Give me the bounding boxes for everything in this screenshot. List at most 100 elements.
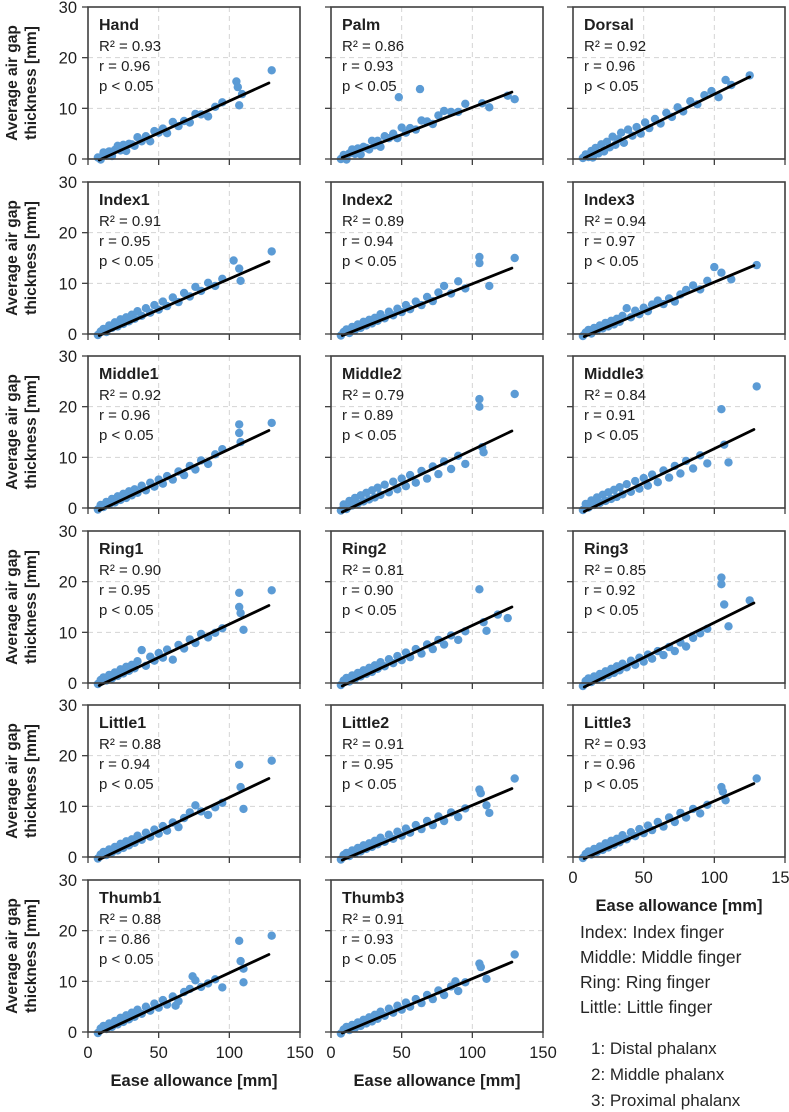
legend-line-distal: 1: Distal phalanx — [591, 1039, 717, 1058]
panel-stat: r = 0.95 — [99, 582, 150, 599]
panel-little2: Little2 R² = 0.91 r = 0.95 p < 0.05 — [325, 704, 544, 864]
data-point — [446, 464, 456, 474]
panel-stat: p < 0.05 — [342, 253, 397, 270]
legend-phalanx-abbreviations: 1: Distal phalanx 2: Middle phalanx 3: P… — [591, 1036, 740, 1112]
data-point — [236, 956, 245, 966]
data-point — [203, 810, 213, 820]
data-point — [133, 657, 142, 666]
data-point — [622, 480, 631, 489]
y-axis-title-line1: Average air gap — [4, 549, 21, 665]
trend-line — [582, 264, 756, 338]
data-point — [647, 654, 657, 663]
panel-index3: Index3 R² = 0.94 r = 0.97 p < 0.05 — [567, 181, 786, 341]
data-point — [482, 801, 491, 810]
data-point — [235, 264, 244, 273]
data-point — [510, 950, 519, 959]
panel-stat: r = 0.92 — [584, 582, 635, 599]
data-point — [434, 111, 443, 120]
trend-line — [97, 953, 271, 1035]
y-tick-label: 20 — [59, 748, 77, 766]
data-point — [168, 293, 177, 302]
data-point — [389, 477, 398, 486]
panel-stat: R² = 0.81 — [342, 562, 404, 579]
y-axis-title-line1: Average air gap — [4, 898, 21, 1014]
data-point — [688, 633, 698, 643]
data-point — [235, 101, 244, 110]
data-point — [233, 82, 242, 92]
y-axis-title-line1: Average air gap — [4, 200, 21, 316]
plot-frame — [87, 530, 301, 684]
panel-stat: p < 0.05 — [584, 253, 639, 270]
data-point — [686, 97, 695, 106]
panel-stat: r = 0.89 — [342, 407, 393, 424]
x-tick-label: 50 — [392, 1044, 410, 1062]
data-point — [236, 608, 245, 618]
panel-stat: r = 0.95 — [342, 756, 393, 773]
data-point — [659, 650, 668, 660]
data-point — [267, 247, 276, 256]
panel-title: Ring2 — [342, 541, 387, 558]
panel-stat: r = 0.96 — [99, 407, 150, 424]
data-point — [235, 588, 244, 597]
data-point — [475, 258, 484, 268]
panel-title: Middle3 — [584, 366, 644, 383]
panel-stat: r = 0.96 — [99, 58, 150, 75]
data-point — [703, 459, 712, 468]
data-point — [485, 103, 494, 112]
y-tick-label: 0 — [68, 500, 77, 518]
y-tick-label: 20 — [59, 50, 77, 68]
plot-frame — [330, 181, 544, 335]
trend-line — [582, 782, 756, 860]
legend-line-proximal: 3: Proximal phalanx — [591, 1091, 741, 1110]
data-point — [235, 936, 244, 945]
data-point — [510, 389, 519, 399]
panel-title: Middle2 — [342, 366, 402, 383]
data-point — [267, 418, 276, 428]
panel-stat: R² = 0.79 — [342, 387, 404, 404]
panel-title: Thumb1 — [99, 890, 161, 907]
data-point — [485, 281, 494, 291]
data-point — [681, 642, 691, 651]
panel-middle2: Middle2 R² = 0.79 r = 0.89 p < 0.05 — [325, 355, 544, 515]
data-point — [439, 281, 449, 291]
data-point — [461, 459, 470, 469]
y-tick-label: 10 — [59, 275, 77, 293]
y-tick-label: 30 — [59, 348, 77, 366]
data-point — [752, 774, 761, 783]
data-point — [717, 268, 726, 277]
panel-stat: R² = 0.92 — [99, 387, 161, 404]
data-point — [643, 481, 653, 490]
x-tick-label: 50 — [149, 1044, 167, 1062]
y-tick-label: 0 — [68, 151, 77, 169]
y-tick-label: 0 — [68, 849, 77, 867]
data-point — [632, 122, 641, 132]
y-tick-label: 20 — [59, 399, 77, 417]
data-point — [721, 75, 730, 85]
panel-stat: r = 0.90 — [342, 582, 393, 599]
y-tick-label: 10 — [59, 624, 77, 642]
panel-stat: p < 0.05 — [342, 602, 397, 619]
x-tick-label: 0 — [83, 1044, 92, 1062]
panel-stat: p < 0.05 — [342, 951, 397, 968]
panel-stat: r = 0.96 — [584, 58, 635, 75]
data-point — [752, 382, 761, 391]
y-tick-label: 30 — [59, 523, 77, 541]
panel-title: Hand — [99, 17, 139, 34]
data-point — [615, 483, 624, 492]
data-point — [239, 804, 248, 814]
panel-title: Middle1 — [99, 366, 159, 383]
panel-stat: R² = 0.94 — [584, 213, 646, 230]
trend-line — [340, 429, 514, 514]
trend-line — [97, 604, 271, 687]
data-point — [236, 276, 245, 285]
panel-stat: r = 0.86 — [99, 931, 150, 948]
data-point — [653, 478, 662, 487]
plot-frame — [87, 355, 301, 509]
data-point — [510, 253, 519, 263]
data-point — [439, 990, 449, 1000]
data-point — [203, 278, 213, 287]
trend-line — [340, 960, 514, 1035]
legend-finger-abbreviations: Index: Index finger Middle: Middle finge… — [580, 920, 741, 1020]
plot-frame — [330, 530, 544, 684]
panel-title: Palm — [342, 17, 380, 34]
